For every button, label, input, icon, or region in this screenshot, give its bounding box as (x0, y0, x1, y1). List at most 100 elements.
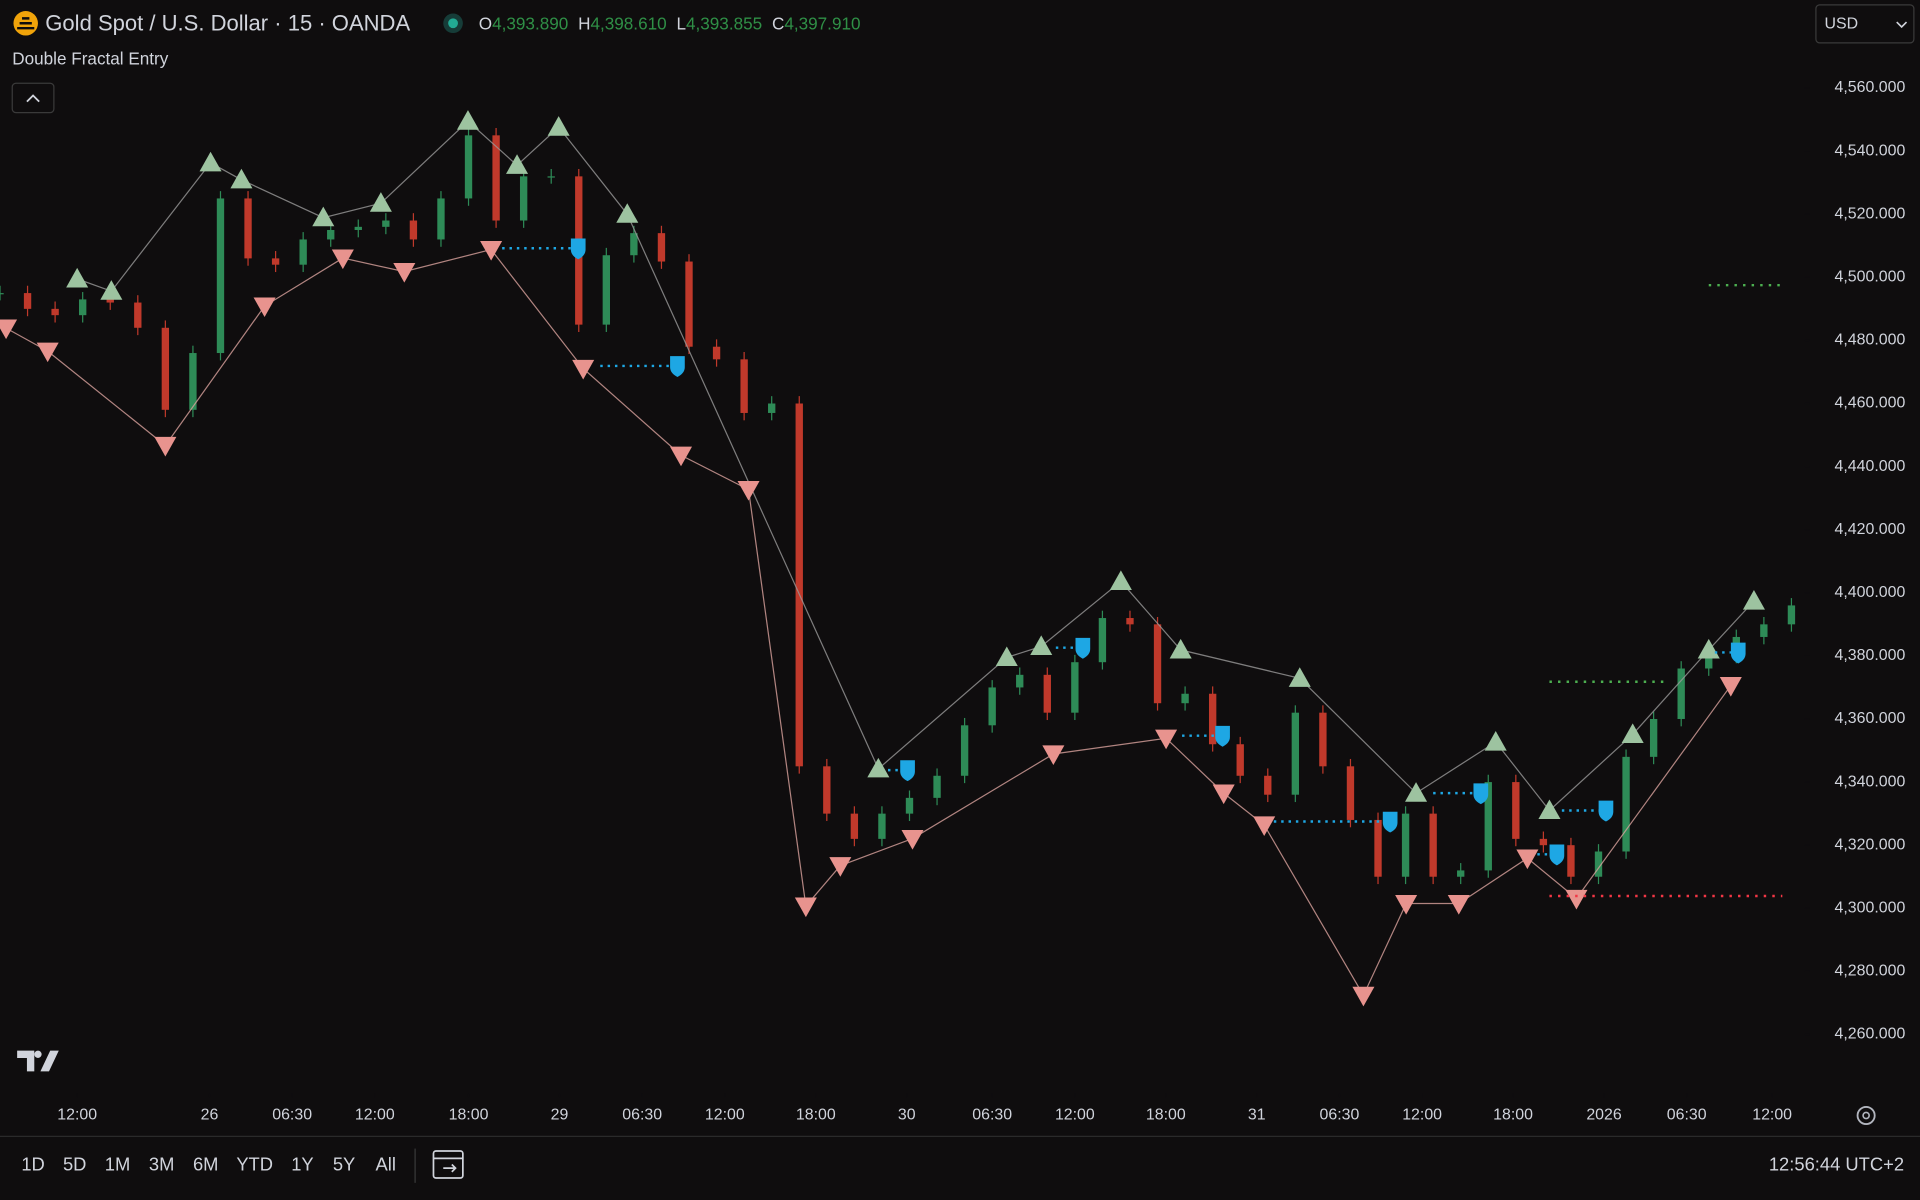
range-button[interactable]: 6M (193, 1154, 219, 1175)
range-button[interactable]: 1Y (291, 1154, 313, 1175)
range-button[interactable]: 1M (105, 1154, 131, 1175)
x-tick-label: 26 (201, 1107, 219, 1124)
settings-button[interactable] (1856, 1106, 1876, 1125)
range-button[interactable]: 5D (63, 1154, 86, 1175)
candle (1291, 712, 1300, 795)
candle (657, 233, 666, 262)
ohlc-value: 4,398.610 (590, 13, 666, 33)
candle (630, 233, 638, 256)
fractal-down (1565, 889, 1588, 910)
range-button[interactable]: 1D (21, 1154, 44, 1175)
ohlc-label: H (578, 13, 590, 33)
candle (216, 198, 225, 354)
entry-marker (670, 356, 685, 377)
entry-marker (1549, 844, 1565, 866)
candle (0, 293, 4, 295)
candle (271, 258, 280, 265)
calendar-icon (432, 1150, 464, 1179)
candle (189, 353, 197, 410)
symbol-title[interactable]: Gold Spot / U.S. Dollar · 15 · OANDA (45, 10, 410, 35)
candle (1539, 838, 1548, 846)
entry-marker (1473, 783, 1489, 805)
candle (161, 327, 170, 410)
fractal-up (1109, 570, 1132, 591)
fractal-down (0, 319, 18, 340)
range-button[interactable]: All (376, 1154, 396, 1175)
candle (547, 176, 555, 178)
candle (244, 198, 252, 259)
indicator-name[interactable]: Double Fractal Entry (12, 49, 169, 69)
y-tick-label: 4,380.000 (1835, 647, 1906, 664)
candle (134, 302, 142, 328)
fractal-up (456, 110, 479, 130)
entry-marker (900, 760, 915, 782)
candle (1346, 766, 1355, 820)
x-tick-label: 12:00 (57, 1107, 97, 1124)
fractal-down (154, 436, 177, 457)
x-tick-label: 12:00 (1752, 1107, 1792, 1124)
fractal-up (616, 203, 639, 223)
fractal-down (737, 481, 760, 501)
ohlc-values: O4,393.890 H4,398.610 L4,393.855 C4,397.910 (479, 13, 861, 33)
x-tick-label: 2026 (1586, 1107, 1622, 1124)
range-button[interactable]: 3M (149, 1154, 175, 1175)
fractal-down (829, 857, 852, 877)
candle (1181, 693, 1189, 704)
candle (354, 226, 362, 230)
fractal-down (331, 249, 354, 270)
fractal-down (901, 829, 924, 850)
candle (79, 299, 87, 316)
candle (464, 135, 473, 199)
candle (409, 220, 418, 240)
x-tick-label: 12:00 (355, 1107, 395, 1124)
range-button[interactable]: 5Y (333, 1154, 355, 1175)
candle (1401, 813, 1410, 877)
x-tick-label: 06:30 (972, 1107, 1012, 1124)
ohlc-value: 4,393.855 (686, 13, 762, 33)
x-tick-label: 12:00 (1055, 1107, 1095, 1124)
candle (905, 797, 914, 814)
candle (492, 135, 500, 221)
x-tick-label: 18:00 (449, 1107, 489, 1124)
candle (1567, 845, 1575, 877)
candle (1071, 662, 1079, 713)
x-tick-label: 06:30 (1320, 1107, 1360, 1124)
fractal-up (1169, 638, 1192, 659)
entry-marker (1382, 811, 1398, 833)
candle (850, 813, 859, 839)
settings-icon (1862, 1111, 1870, 1120)
clock[interactable]: 12:56:44 UTC+2 (1769, 1154, 1904, 1175)
candle (1649, 718, 1658, 757)
candle (1153, 624, 1162, 704)
fractal-up (1405, 782, 1428, 802)
candle (106, 299, 114, 303)
candle (1594, 851, 1603, 877)
range-button[interactable]: YTD (236, 1154, 273, 1175)
candle (382, 220, 390, 227)
x-tick-label: 31 (1248, 1107, 1266, 1124)
candle (1622, 756, 1630, 852)
collapse-button[interactable] (11, 82, 55, 114)
tradingview-logo[interactable] (17, 1050, 59, 1072)
currency-select[interactable] (1815, 4, 1915, 44)
y-tick-label: 4,260.000 (1835, 1026, 1906, 1043)
date-range-button[interactable] (432, 1150, 464, 1179)
candle (1457, 870, 1465, 877)
y-tick-label: 4,520.000 (1835, 205, 1906, 222)
entry-marker (1215, 725, 1230, 747)
candle (1319, 712, 1327, 767)
fractal-down (1395, 894, 1418, 915)
candle (1760, 624, 1768, 637)
fractal-up (995, 646, 1018, 667)
y-tick-label: 4,340.000 (1835, 773, 1906, 790)
fractal-down (253, 297, 276, 318)
fractal-up (369, 192, 392, 212)
x-tick-label: 18:00 (1146, 1107, 1186, 1124)
fractal-down (36, 342, 59, 363)
fractal-down (1352, 986, 1375, 1007)
candle (299, 239, 307, 265)
candle (1098, 618, 1107, 663)
y-tick-label: 4,420.000 (1835, 521, 1906, 538)
currency-chevron (1896, 21, 1908, 29)
